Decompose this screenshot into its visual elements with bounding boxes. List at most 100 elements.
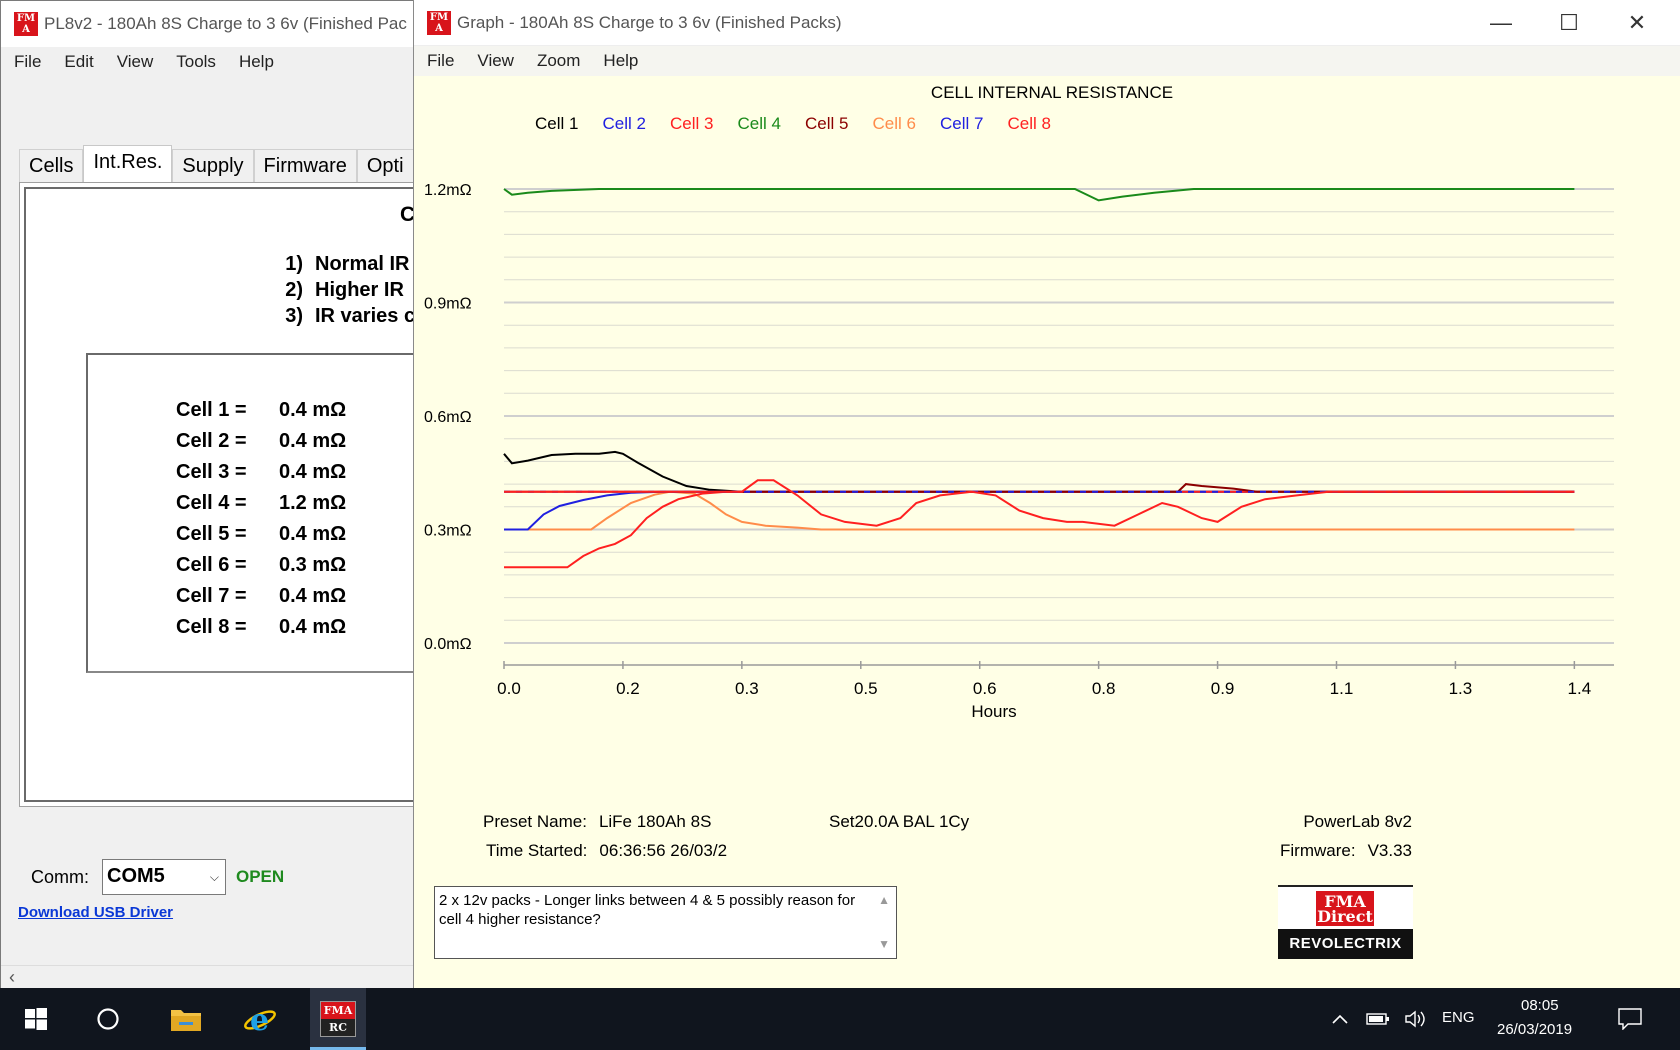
- comment-text: 2 x 12v packs - Longer links between 4 &…: [439, 892, 856, 928]
- scroll-left-icon[interactable]: ‹: [9, 967, 15, 987]
- minimize-icon[interactable]: —: [1490, 10, 1512, 35]
- series-line-cell-4: [503, 188, 1575, 202]
- window-controls: — ☐ ✕: [1456, 10, 1660, 36]
- x-tick-label: 0.5: [854, 679, 878, 698]
- graph-window: FM A Graph - 180Ah 8S Charge to 3 6v (Fin…: [413, 0, 1680, 988]
- time-label: Time Started:: [486, 841, 588, 860]
- tab-cells[interactable]: Cells: [19, 149, 84, 183]
- fma-app-icon: FM A: [427, 10, 451, 35]
- menu-file[interactable]: File: [14, 52, 42, 71]
- main-menubar: File Edit View Tools Help: [1, 47, 419, 77]
- preset-label: Preset Name:: [483, 812, 587, 831]
- scroll-down-icon[interactable]: ▼: [878, 937, 890, 951]
- cell-row: Cell 6 = 0.3 mΩ: [176, 554, 347, 576]
- series-line-cell-3: [504, 490, 1575, 569]
- legend-entry: Cell 6: [873, 114, 916, 133]
- charge-settings: Set20.0A BAL 1Cy: [829, 812, 970, 831]
- firmware-label: Firmware:: [1280, 841, 1356, 860]
- maximize-icon[interactable]: ☐: [1559, 10, 1579, 35]
- download-usb-driver-link[interactable]: Download USB Driver: [18, 904, 174, 921]
- legend-entry: Cell 5: [805, 114, 848, 133]
- graph-titlebar[interactable]: FM A Graph - 180Ah 8S Charge to 3 6v (Fin…: [414, 0, 1680, 46]
- fma-revolectrix-logo: FMA Direct REVOLECTRIX: [1278, 885, 1413, 959]
- menu-view[interactable]: View: [477, 51, 514, 70]
- fma-app-icon: FM A: [14, 12, 38, 36]
- menu-zoom[interactable]: Zoom: [536, 51, 581, 70]
- device-name: PowerLab 8v2: [1303, 812, 1412, 831]
- scroll-up-icon[interactable]: ▲: [878, 893, 890, 907]
- cell-row: Cell 5 = 0.4 mΩ: [176, 523, 347, 545]
- battery-icon[interactable]: [1364, 988, 1392, 1050]
- menu-help[interactable]: Help: [603, 51, 639, 70]
- file-explorer-icon[interactable]: [166, 988, 206, 1050]
- volume-icon[interactable]: [1402, 988, 1430, 1050]
- int-res-panel: C 1) Normal IR 2) Higher IR 3) IR varies c …: [19, 182, 446, 807]
- revolectrix-logo: REVOLECTRIX: [1278, 929, 1413, 959]
- comment-textarea[interactable]: 2 x 12v packs - Longer links between 4 &…: [434, 886, 897, 959]
- tab-firmware[interactable]: Firmware: [253, 149, 357, 183]
- firmware-value: V3.33: [1367, 841, 1412, 860]
- cell-row: Cell 4 = 1.2 mΩ: [176, 492, 347, 514]
- y-tick-label: 1.2mΩ: [424, 182, 472, 199]
- internet-explorer-icon[interactable]: e: [238, 988, 282, 1050]
- main-window-title: PL8v2 - 180Ah 8S Charge to 3 6v (Finishe…: [44, 14, 407, 33]
- tab-supply[interactable]: Supply: [172, 149, 254, 183]
- series-line-cell-8: [504, 479, 1575, 527]
- menu-tools[interactable]: Tools: [176, 52, 216, 71]
- chevron-up-icon[interactable]: [1328, 988, 1352, 1050]
- cell-row: Cell 8 = 0.4 mΩ: [176, 616, 347, 638]
- x-tick-label: 0.0: [497, 679, 521, 698]
- svg-text:e: e: [250, 1003, 269, 1035]
- search-circle-icon[interactable]: [86, 988, 130, 1050]
- notification-icon[interactable]: [1612, 988, 1648, 1050]
- tab-options[interactable]: Opti: [356, 149, 414, 183]
- main-tabs: Cells Int.Res. Supply Firmware Opti: [19, 145, 414, 183]
- int-res-panel-frame: [24, 187, 438, 802]
- x-tick-label: 1.3: [1449, 679, 1473, 698]
- cell-row: Cell 3 = 0.4 mΩ: [176, 461, 347, 483]
- legend-entry: Cell 2: [603, 114, 646, 133]
- y-tick-label: 0.0mΩ: [424, 636, 472, 653]
- fma-rc-app-icon[interactable]: FMA RC: [314, 988, 362, 1050]
- tray-language[interactable]: ENG: [1442, 1009, 1475, 1026]
- note-item: 2) Higher IR: [285, 279, 404, 301]
- comm-label: Comm:: [31, 867, 89, 887]
- ir-notes: 1) Normal IR 2) Higher IR 3) IR varies c: [265, 251, 415, 329]
- cell-row: Cell 2 = 0.4 mΩ: [176, 430, 347, 452]
- x-tick-label: 1.1: [1330, 679, 1354, 698]
- series-line-cell-5: [504, 483, 1575, 493]
- cell-ir-box: Cell 1 = 0.4 mΩ Cell 2 = 0.4 mΩ Cell 3 = 0.…: [86, 353, 446, 673]
- comm-status: OPEN: [236, 867, 285, 886]
- tray-time[interactable]: 08:05: [1521, 997, 1559, 1014]
- x-tick-label: 0.2: [616, 679, 640, 698]
- series-line-cell-2: [504, 490, 1575, 531]
- x-tick-label: 0.9: [1211, 679, 1235, 698]
- comm-port-value: COM5: [107, 865, 165, 887]
- menu-view[interactable]: View: [116, 52, 154, 71]
- windows-start-icon[interactable]: [16, 988, 56, 1050]
- note-item: 1) Normal IR: [285, 253, 410, 275]
- cell-row: Cell 7 = 0.4 mΩ: [176, 585, 347, 607]
- fma-direct-logo: FMA Direct: [1316, 891, 1374, 926]
- legend-entry: Cell 3: [670, 114, 713, 133]
- close-icon[interactable]: ✕: [1627, 10, 1647, 35]
- graph-window-title: Graph - 180Ah 8S Charge to 3 6v (Finishe…: [457, 12, 842, 32]
- x-tick-label: 0.6: [973, 679, 997, 698]
- legend-entry: Cell 8: [1008, 114, 1051, 133]
- legend-entry: Cell 1: [535, 114, 578, 133]
- menu-file[interactable]: File: [427, 51, 455, 70]
- y-tick-label: 0.6mΩ: [424, 409, 472, 426]
- time-info: Time Started: 06:36:56 26/03/2: [486, 841, 727, 861]
- comm-port-select[interactable]: COM5 ⌵: [102, 859, 226, 895]
- tray-date[interactable]: 26/03/2019: [1497, 1021, 1573, 1038]
- tab-int-res[interactable]: Int.Res.: [83, 145, 173, 182]
- horizontal-scrollbar[interactable]: ‹: [1, 965, 421, 989]
- main-titlebar[interactable]: FM A PL8v2 - 180Ah 8S Charge to 3 6v (Fin…: [1, 1, 419, 47]
- taskbar: e FMA RC ENG 08:05 26/03/2019: [0, 988, 1680, 1050]
- main-window: FM A PL8v2 - 180Ah 8S Charge to 3 6v (Fin…: [0, 0, 446, 989]
- menu-edit[interactable]: Edit: [64, 52, 94, 71]
- preset-value: LiFe 180Ah 8S: [598, 812, 712, 831]
- series-line-cell-6: [504, 490, 1575, 531]
- menu-help[interactable]: Help: [238, 52, 274, 71]
- graph-menubar: File View Zoom Help: [414, 46, 1680, 76]
